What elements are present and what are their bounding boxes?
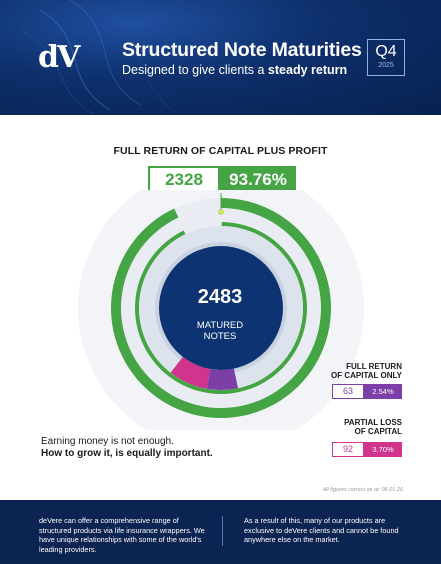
page-subtitle: Designed to give clients a steady return: [122, 63, 348, 77]
quarter-label: Q4: [375, 43, 397, 60]
footer-right-text: As a result of this, many of our product…: [244, 516, 399, 544]
swirl-decoration: [19, 0, 176, 115]
footer-left-text: deVere can offer a comprehensive range o…: [39, 516, 205, 554]
footer: deVere can offer a comprehensive range o…: [0, 500, 441, 564]
footnote: All figures correct as at: 06.01.26: [322, 487, 403, 493]
donut-chart: [78, 190, 364, 430]
quarter-badge: Q4 2025: [367, 39, 405, 76]
center-label: MATURED NOTES: [196, 320, 244, 342]
partial-loss-percent: 3.70%: [364, 442, 402, 457]
year-label: 2025: [378, 62, 394, 69]
tagline: Earning money is not enough. How to grow …: [41, 436, 213, 459]
partial-loss-count: 92: [332, 442, 364, 457]
capital-only-percent: 2.54%: [364, 384, 402, 399]
page-title: Structured Note Maturities: [122, 39, 362, 61]
profit-count: 2328: [148, 166, 220, 193]
legend-partial-loss-title: PARTIAL LOSS OF CAPITAL: [344, 418, 402, 436]
devere-logo: dV: [38, 40, 80, 75]
footer-divider: [222, 516, 223, 546]
legend-capital-only-title: FULL RETURN OF CAPITAL ONLY: [331, 362, 402, 380]
center-circle: [159, 246, 283, 370]
profit-percent: 93.76%: [220, 166, 296, 193]
partial-loss-slice: [170, 356, 211, 389]
indicator-dot: [218, 209, 224, 215]
header-banner: dV Structured Note Maturities Designed t…: [0, 0, 441, 115]
center-value: 2483: [197, 286, 243, 308]
headline: FULL RETURN OF CAPITAL PLUS PROFIT: [113, 145, 328, 157]
capital-only-slice: [206, 368, 239, 390]
capital-only-count: 63: [332, 384, 364, 399]
